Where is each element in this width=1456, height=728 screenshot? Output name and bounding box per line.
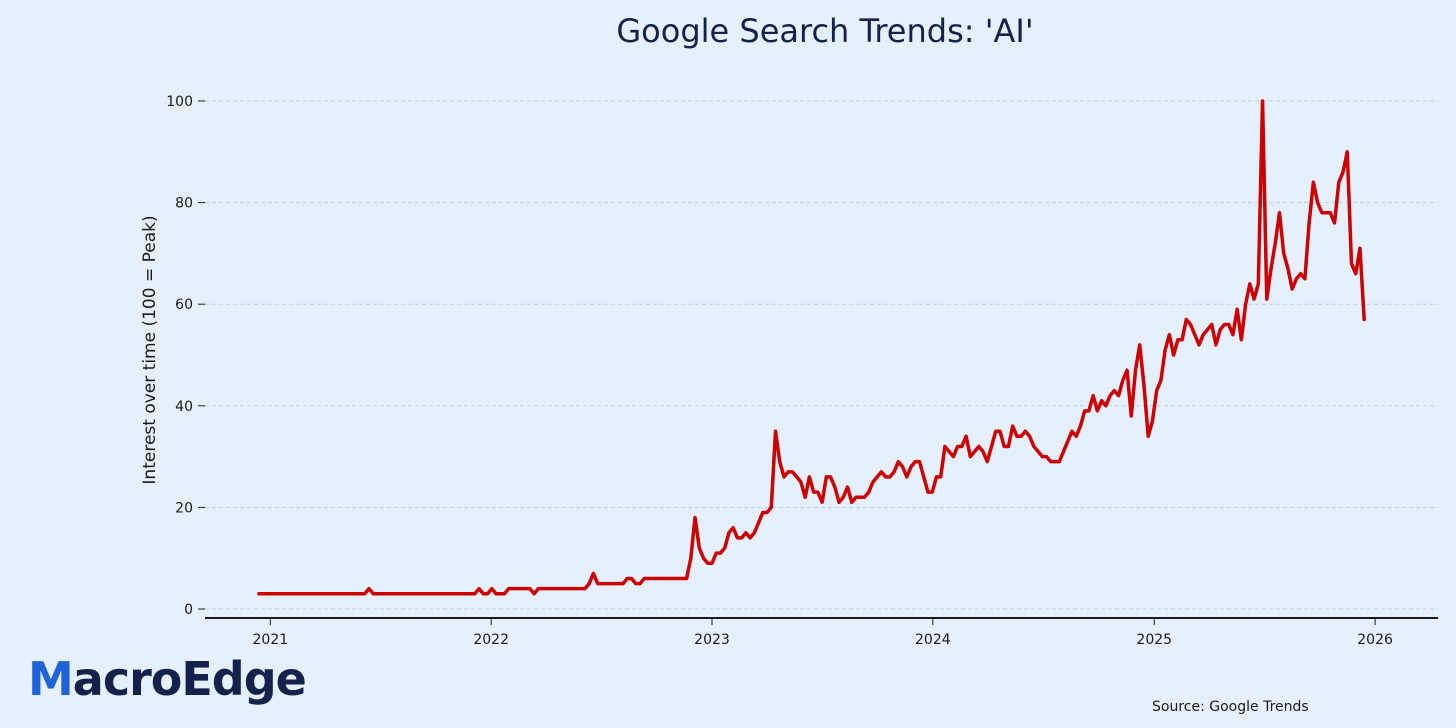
x-tick-label: 2025 bbox=[1136, 632, 1172, 648]
x-tick-label: 2022 bbox=[473, 632, 509, 648]
series-line bbox=[257, 99, 1366, 596]
x-tick-label: 2021 bbox=[253, 632, 289, 648]
chart-title: Google Search Trends: 'AI' bbox=[616, 12, 1034, 50]
y-axis-ticks: 0 20 40 60 80 100 bbox=[166, 94, 205, 618]
source-note: Source: Google Trends bbox=[1152, 699, 1309, 715]
y-tick-label: 60 bbox=[175, 297, 193, 313]
x-tick-label: 2024 bbox=[915, 632, 951, 648]
y-tick-label: 100 bbox=[166, 94, 193, 110]
x-axis-ticks: 2021 2022 2023 2024 2025 2026 bbox=[253, 618, 1393, 648]
logo-letter-m: M bbox=[28, 652, 74, 706]
y-axis-label: Interest over time (100 = Peak) bbox=[140, 215, 160, 484]
y-tick-label: 0 bbox=[184, 602, 193, 618]
x-tick-label: 2023 bbox=[694, 632, 730, 648]
y-tick-label: 40 bbox=[175, 399, 193, 415]
y-tick-label: 80 bbox=[175, 196, 193, 212]
logo-text: acroEdge bbox=[72, 652, 307, 706]
macroedge-logo: MacroEdge bbox=[28, 656, 307, 702]
x-tick-label: 2026 bbox=[1357, 632, 1393, 648]
y-tick-label: 20 bbox=[175, 500, 193, 516]
gridlines bbox=[205, 100, 1438, 610]
